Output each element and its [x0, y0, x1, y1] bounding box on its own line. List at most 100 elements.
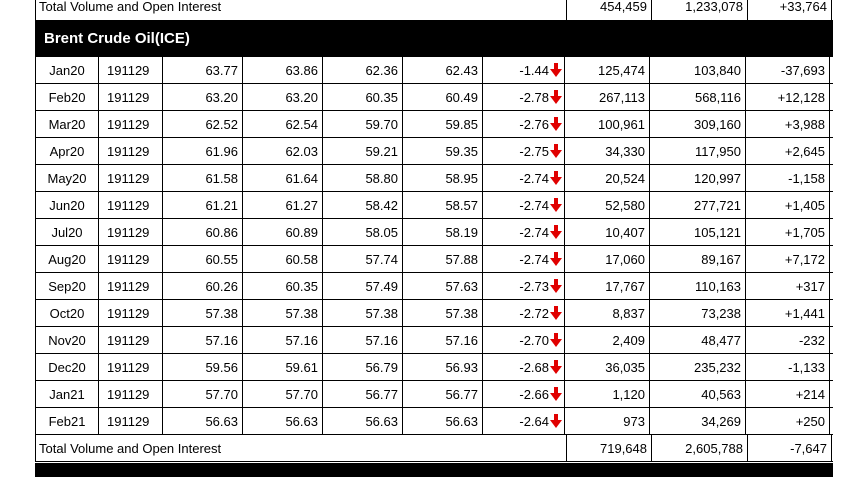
volume-cell: 100,961	[564, 111, 649, 137]
date-cell: 191129	[98, 273, 162, 299]
open-interest-cell: 117,950	[649, 138, 745, 164]
high-cell: 60.58	[242, 246, 322, 272]
down-arrow-icon	[550, 333, 562, 347]
table-row: Mar20 191129 62.52 62.54 59.70 59.85 -2.76 100,…	[35, 111, 833, 138]
open-cell: 56.63	[162, 408, 242, 434]
open-interest-cell: 89,167	[649, 246, 745, 272]
change-cell: -1.44	[482, 57, 564, 83]
down-arrow-icon	[550, 63, 562, 77]
date-cell: 191129	[98, 138, 162, 164]
open-cell: 61.21	[162, 192, 242, 218]
month-cell: Sep20	[35, 273, 98, 299]
high-cell: 57.38	[242, 300, 322, 326]
open-cell: 57.70	[162, 381, 242, 407]
open-interest-cell: 103,840	[649, 57, 745, 83]
total-oi-change: -7,647	[747, 435, 832, 461]
settle-cell: 62.43	[402, 57, 482, 83]
settle-cell: 57.63	[402, 273, 482, 299]
down-arrow-icon	[550, 414, 562, 428]
settle-cell: 58.19	[402, 219, 482, 245]
open-cell: 60.55	[162, 246, 242, 272]
table-row: Nov20 191129 57.16 57.16 57.16 57.16 -2.70 2,40…	[35, 327, 833, 354]
open-cell: 60.26	[162, 273, 242, 299]
change-cell: -2.73	[482, 273, 564, 299]
low-cell: 60.35	[322, 84, 402, 110]
month-cell: Nov20	[35, 327, 98, 353]
date-cell: 191129	[98, 84, 162, 110]
settle-cell: 56.77	[402, 381, 482, 407]
total-oi-change: +33,764	[747, 0, 832, 20]
bottom-total-row: Total Volume and Open Interest 719,648 2,6…	[35, 435, 833, 462]
open-interest-cell: 40,563	[649, 381, 745, 407]
down-arrow-icon	[550, 90, 562, 104]
high-cell: 61.64	[242, 165, 322, 191]
low-cell: 58.05	[322, 219, 402, 245]
volume-cell: 125,474	[564, 57, 649, 83]
open-interest-cell: 235,232	[649, 354, 745, 380]
date-cell: 191129	[98, 192, 162, 218]
table-row: May20 191129 61.58 61.64 58.80 58.95 -2.74 20,5…	[35, 165, 833, 192]
open-interest-cell: 34,269	[649, 408, 745, 434]
volume-cell: 1,120	[564, 381, 649, 407]
high-cell: 61.27	[242, 192, 322, 218]
table-row: Feb21 191129 56.63 56.63 56.63 56.63 -2.64 973 3…	[35, 408, 833, 435]
open-cell: 61.58	[162, 165, 242, 191]
contract-table: Jan20 191129 63.77 63.86 62.36 62.43 -1.44 125,…	[35, 57, 833, 462]
open-cell: 60.86	[162, 219, 242, 245]
oi-change-cell: +1,705	[745, 219, 830, 245]
settle-cell: 57.88	[402, 246, 482, 272]
volume-cell: 17,767	[564, 273, 649, 299]
settle-cell: 59.35	[402, 138, 482, 164]
date-cell: 191129	[98, 219, 162, 245]
high-cell: 63.20	[242, 84, 322, 110]
table-row: Jan20 191129 63.77 63.86 62.36 62.43 -1.44 125,…	[35, 57, 833, 84]
change-cell: -2.78	[482, 84, 564, 110]
down-arrow-icon	[550, 279, 562, 293]
open-cell: 61.96	[162, 138, 242, 164]
month-cell: Mar20	[35, 111, 98, 137]
change-cell: -2.68	[482, 354, 564, 380]
table-row: Dec20 191129 59.56 59.61 56.79 56.93 -2.68 36,0…	[35, 354, 833, 381]
open-interest-cell: 309,160	[649, 111, 745, 137]
date-cell: 191129	[98, 165, 162, 191]
high-cell: 62.03	[242, 138, 322, 164]
month-cell: Jun20	[35, 192, 98, 218]
volume-cell: 2,409	[564, 327, 649, 353]
total-volume: 719,648	[566, 435, 651, 461]
month-cell: Jan20	[35, 57, 98, 83]
table-row: Feb20 191129 63.20 63.20 60.35 60.49 -2.78 267,…	[35, 84, 833, 111]
change-cell: -2.66	[482, 381, 564, 407]
date-cell: 191129	[98, 111, 162, 137]
oi-change-cell: -37,693	[745, 57, 830, 83]
oi-change-cell: +1,405	[745, 192, 830, 218]
date-cell: 191129	[98, 57, 162, 83]
section-title: Brent Crude Oil(ICE)	[35, 20, 833, 57]
change-cell: -2.76	[482, 111, 564, 137]
high-cell: 62.54	[242, 111, 322, 137]
month-cell: Jul20	[35, 219, 98, 245]
open-interest-cell: 120,997	[649, 165, 745, 191]
month-cell: May20	[35, 165, 98, 191]
change-cell: -2.70	[482, 327, 564, 353]
oi-change-cell: +3,988	[745, 111, 830, 137]
open-interest-cell: 73,238	[649, 300, 745, 326]
settle-cell: 60.49	[402, 84, 482, 110]
next-section-header	[35, 463, 833, 477]
open-cell: 63.20	[162, 84, 242, 110]
settle-cell: 59.85	[402, 111, 482, 137]
change-cell: -2.75	[482, 138, 564, 164]
oi-change-cell: +1,441	[745, 300, 830, 326]
month-cell: Feb21	[35, 408, 98, 434]
oi-change-cell: +12,128	[745, 84, 830, 110]
date-cell: 191129	[98, 354, 162, 380]
low-cell: 59.70	[322, 111, 402, 137]
date-cell: 191129	[98, 327, 162, 353]
date-cell: 191129	[98, 381, 162, 407]
total-label: Total Volume and Open Interest	[35, 0, 566, 20]
volume-cell: 36,035	[564, 354, 649, 380]
table-row: Oct20 191129 57.38 57.38 57.38 57.38 -2.72 8,83…	[35, 300, 833, 327]
open-cell: 59.56	[162, 354, 242, 380]
open-cell: 63.77	[162, 57, 242, 83]
open-interest-cell: 277,721	[649, 192, 745, 218]
open-cell: 62.52	[162, 111, 242, 137]
